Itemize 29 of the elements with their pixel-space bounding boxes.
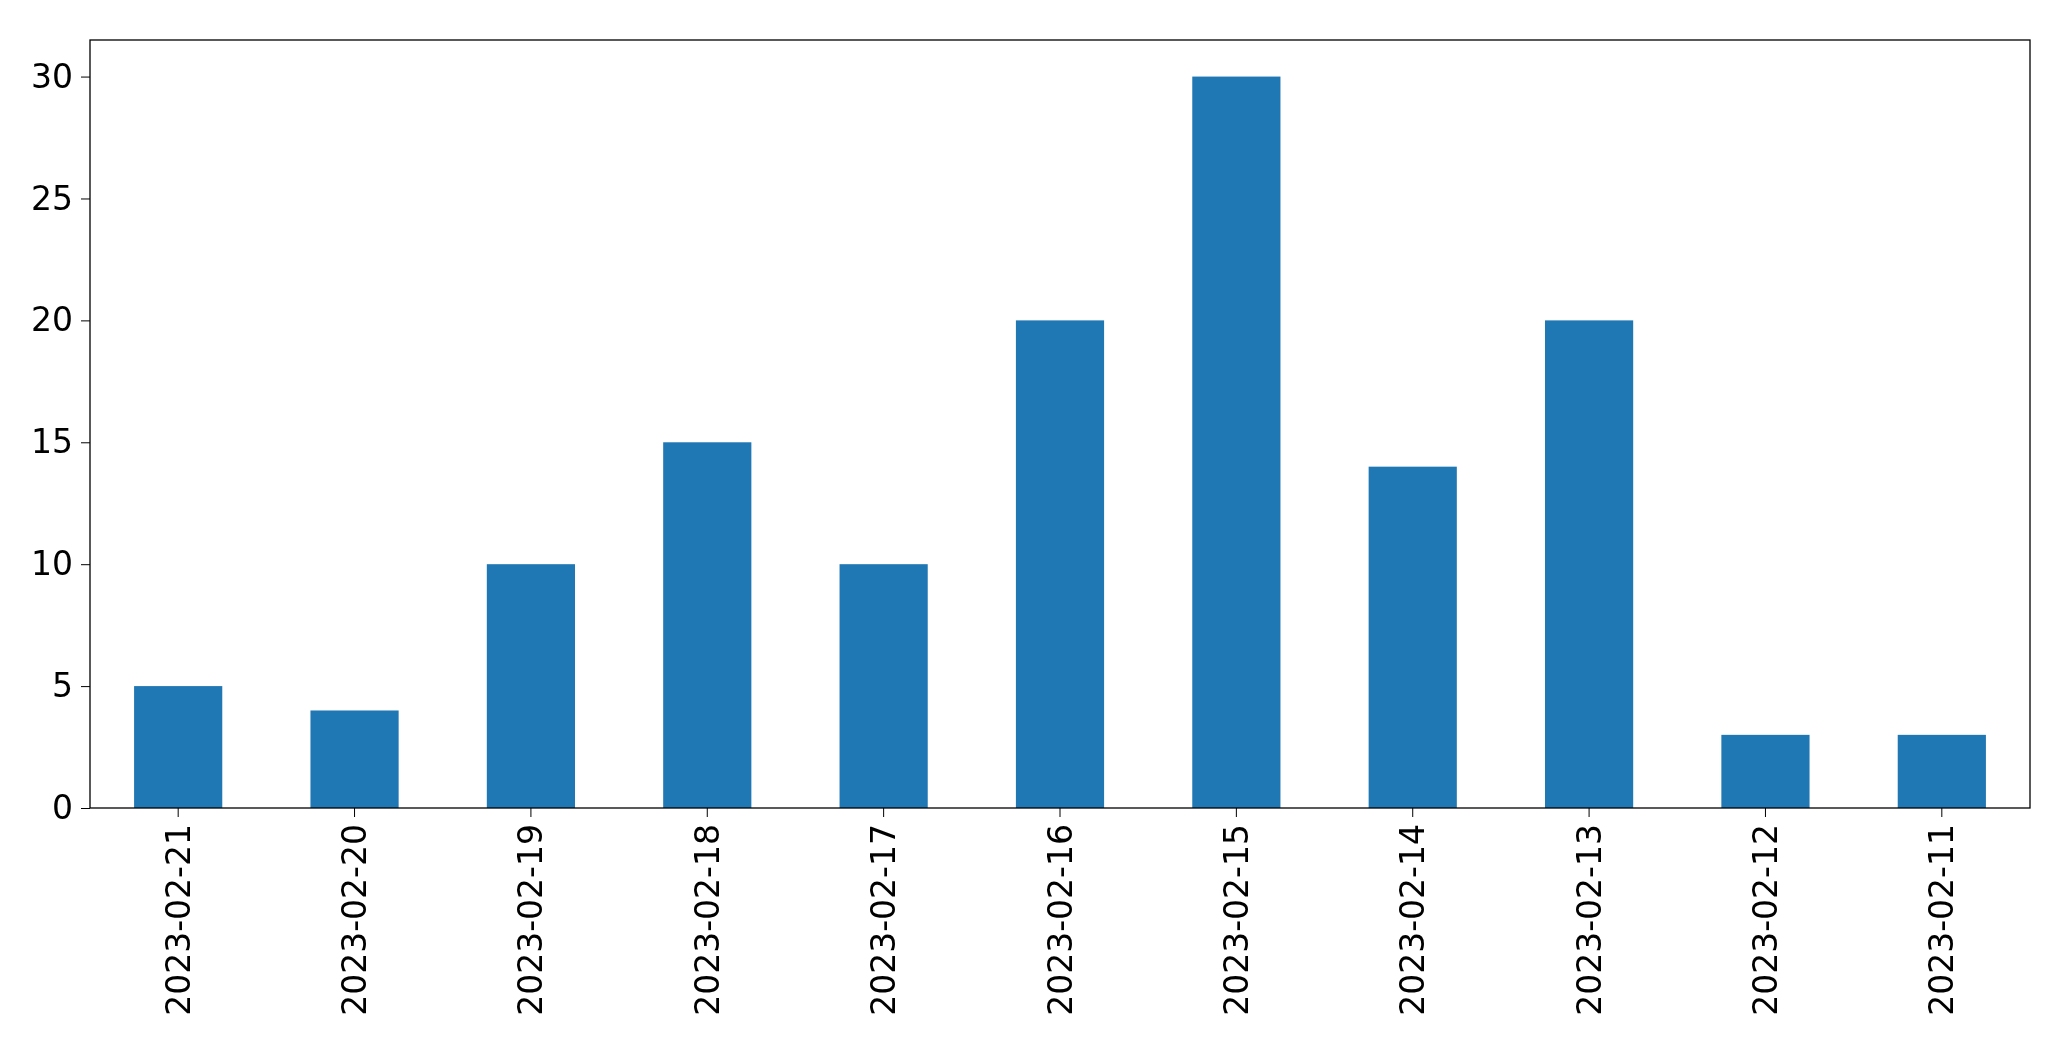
bar [1192,76,1281,808]
bar [1897,734,1986,808]
bar [1721,734,1810,808]
bar [663,442,752,808]
y-tick-label: 30 [31,56,73,96]
bar [1368,466,1457,808]
y-tick-label: 0 [52,788,73,828]
x-tick-label: 2023-02-13 [1569,824,1609,1016]
y-tick-label: 10 [31,544,73,584]
bar [1015,320,1105,808]
x-tick-label: 2023-02-15 [1216,824,1256,1016]
y-tick-label: 25 [31,178,73,218]
bar [839,564,928,808]
x-tick-label: 2023-02-19 [511,824,551,1016]
bar [1545,320,1634,808]
x-tick-label: 2023-02-11 [1922,824,1962,1016]
x-tick-label: 2023-02-17 [864,824,904,1016]
y-tick-label: 15 [31,422,73,462]
y-tick-label: 20 [31,300,73,340]
x-tick-label: 2023-02-20 [335,824,375,1016]
bar [134,686,223,808]
bar [486,564,575,808]
y-tick-label: 5 [52,666,73,706]
x-tick-label: 2023-02-14 [1393,824,1433,1016]
bar [310,710,399,808]
x-tick-label: 2023-02-21 [158,824,198,1016]
x-tick-label: 2023-02-12 [1746,824,1785,1016]
x-tick-label: 2023-02-16 [1040,824,1080,1016]
x-tick-label: 2023-02-18 [687,824,727,1016]
